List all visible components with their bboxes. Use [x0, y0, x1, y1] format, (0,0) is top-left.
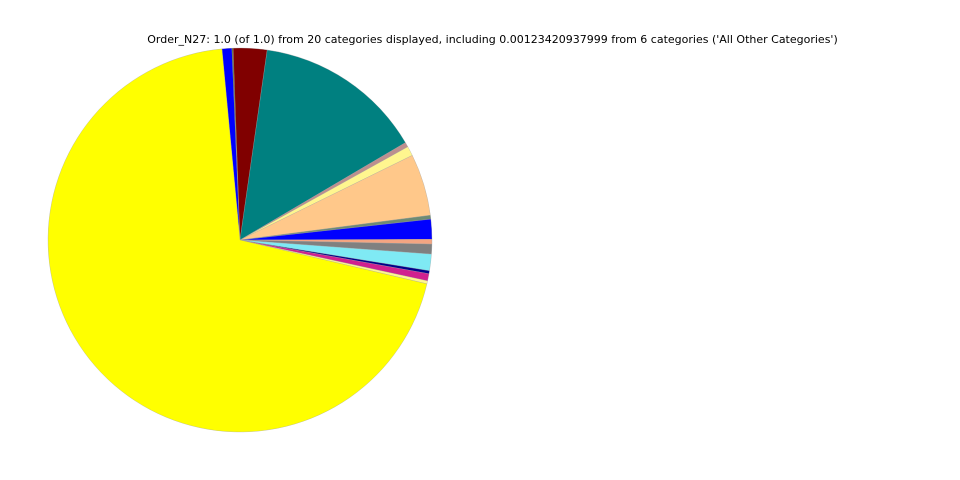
chart-title: Order_N27: 1.0 (of 1.0) from 20 categori… [147, 33, 838, 46]
pie-slice-15 [47, 48, 428, 433]
pie-slice-3 [239, 49, 406, 241]
